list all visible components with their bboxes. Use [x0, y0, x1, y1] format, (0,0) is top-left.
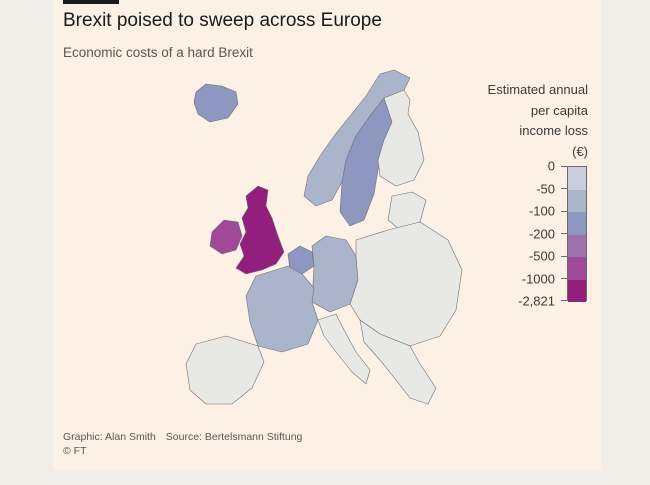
region-norway	[303, 69, 411, 207]
legend-tick-label: -2,821	[518, 293, 555, 309]
legend-title-line: Estimated annual	[487, 82, 588, 97]
legend-swatch	[568, 212, 586, 235]
source-credit: Source: Bertelsmann Stiftung	[165, 431, 303, 443]
chart-card	[53, 0, 601, 470]
legend-tick-label: -1000	[521, 271, 555, 286]
legend-swatch	[568, 279, 586, 302]
region-france	[245, 265, 319, 353]
legend-tick-mark	[561, 278, 567, 279]
chart-subtitle: Economic costs of a hard Brexit	[63, 45, 253, 60]
legend-swatch	[568, 167, 586, 190]
footer: Graphic: Alan Smith Source: Bertelsmann S…	[63, 430, 302, 458]
legend-tick-label: -500	[528, 248, 555, 264]
copyright: © FT	[63, 445, 87, 457]
legend-tick-mark	[561, 256, 567, 257]
graphic-credit: Graphic: Alan Smith	[63, 431, 156, 443]
region-uk	[235, 185, 285, 275]
ft-top-rule	[63, 0, 119, 4]
legend-tick-label: 0	[547, 158, 555, 174]
legend-swatch	[568, 189, 586, 212]
legend-swatch	[568, 234, 586, 257]
legend-tick-mark	[561, 233, 567, 234]
legend-tick-mark	[561, 211, 567, 212]
region-iceland	[193, 83, 239, 123]
legend-tick-label: -50	[536, 181, 555, 196]
legend-title: Estimated annual per capita income loss …	[440, 80, 588, 162]
europe-map	[185, 69, 463, 405]
region-east	[349, 221, 463, 347]
legend-title-line: per capita	[530, 102, 588, 118]
region-italy	[317, 313, 371, 385]
legend-tick-label: -200	[528, 226, 555, 241]
legend-title-line: income loss	[519, 123, 588, 138]
legend-title-line: (€)	[572, 143, 588, 159]
region-ireland	[209, 219, 243, 255]
legend-tick-mark	[561, 166, 567, 167]
region-finland	[377, 89, 425, 187]
region-iberia	[185, 335, 265, 405]
legend-color-bar	[567, 166, 587, 302]
legend-tick-label: -100	[528, 203, 555, 219]
legend-swatch	[568, 257, 586, 280]
legend-tick-mark	[561, 188, 567, 189]
chart-title: Brexit poised to sweep across Europe	[63, 10, 382, 31]
legend-tick-mark	[561, 300, 567, 301]
region-balkans	[359, 319, 437, 405]
